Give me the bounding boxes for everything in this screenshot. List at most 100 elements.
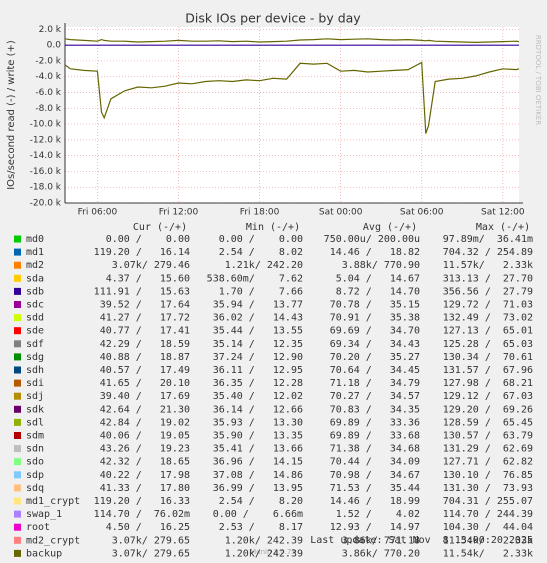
legend-value: 127.71 / 62.82	[443, 457, 533, 468]
legend-value: 40.57 / 17.49	[100, 365, 190, 376]
legend-value: 2.54 / 8.20	[219, 496, 303, 507]
legend-value: 125.28 / 65.03	[443, 339, 533, 350]
legend-value: 70.91 / 35.38	[330, 313, 420, 324]
legend-value: 4.50 / 16.25	[106, 522, 190, 533]
legend-value: 40.22 / 17.98	[100, 470, 190, 481]
legend-value: 1.21k/ 242.20	[225, 260, 303, 271]
legend-value: 14.46 / 18.82	[330, 247, 420, 258]
legend-value: 70.78 / 35.15	[330, 300, 420, 311]
legend-swatch	[14, 510, 21, 518]
footer: Last update: Sat Nov 8 13:00:20 2025	[310, 535, 533, 546]
y-axis-label: IOs/second read (-) / write (+)	[6, 40, 17, 190]
legend-value: 2.54 / 8.02	[219, 247, 303, 258]
legend-value: 35.93 / 13.30	[213, 417, 303, 428]
legend-value: 704.31 / 255.07	[443, 496, 533, 507]
legend-swatch	[14, 327, 21, 335]
legend-value: 35.94 / 13.77	[213, 300, 303, 311]
legend-value: 111.91 / 15.63	[94, 286, 190, 297]
legend-value: 40.06 / 19.05	[100, 431, 190, 442]
legend-value: 42.64 / 21.30	[100, 404, 190, 415]
watermark: RRDTOOL / TOBI OETIKER	[534, 35, 542, 125]
y-tick-label: -2.0 k	[35, 56, 61, 66]
legend-value: 43.26 / 19.23	[100, 444, 190, 455]
legend-swatch	[14, 405, 21, 413]
legend-name: sdp	[26, 470, 44, 481]
legend-swatch	[14, 418, 21, 426]
legend-swatch	[14, 484, 21, 492]
legend-name: md0	[26, 234, 44, 245]
legend-swatch	[14, 274, 21, 282]
y-tick-label: 2.0 k	[39, 25, 62, 35]
legend-value: 69.89 / 33.68	[330, 431, 420, 442]
legend-value: 36.14 / 12.66	[213, 404, 303, 415]
legend-swatch	[14, 445, 21, 453]
legend-value: 750.00u/ 200.00u	[324, 234, 420, 245]
legend-value: 39.52 / 17.64	[100, 300, 190, 311]
legend-value: 35.41 / 13.66	[213, 444, 303, 455]
legend-swatch	[14, 314, 21, 322]
legend-name: sdf	[26, 339, 44, 350]
legend-value: 70.44 / 34.09	[330, 457, 420, 468]
legend-value: 538.60m/ 7.62	[207, 273, 303, 284]
legend-value: 69.69 / 34.70	[330, 326, 420, 337]
plot-area	[65, 27, 519, 203]
legend-value: 130.10 / 76.85	[443, 470, 533, 481]
legend-value: 35.90 / 13.35	[213, 431, 303, 442]
legend-header: Max (-/+)	[476, 222, 530, 233]
legend-value: 41.33 / 17.80	[100, 483, 190, 494]
legend-name: sdj	[26, 391, 44, 402]
legend-value: 70.27 / 34.57	[330, 391, 420, 402]
legend-value: 119.20 / 16.33	[94, 496, 190, 507]
legend-name: sdn	[26, 444, 44, 455]
y-tick-label: -16.0 k	[30, 167, 62, 177]
legend-value: 2.53 / 8.17	[219, 522, 303, 533]
legend-value: 356.56 / 27.79	[443, 286, 533, 297]
legend-value: 70.98 / 34.67	[330, 470, 420, 481]
x-tick-label: Fri 18:00	[240, 208, 280, 218]
legend-value: 11.57k/ 2.33k	[443, 260, 533, 271]
legend-value: 3.07k/ 279.46	[112, 260, 190, 271]
legend-value: 104.30 / 44.04	[443, 522, 533, 533]
legend-name: md2_crypt	[26, 535, 80, 546]
legend-value: 36.02 / 14.43	[213, 313, 303, 324]
legend-value: 69.89 / 33.36	[330, 417, 420, 428]
legend-value: 36.35 / 12.28	[213, 378, 303, 389]
legend-value: 0.00 / 6.66m	[213, 509, 303, 520]
legend-header: Min (-/+)	[246, 222, 300, 233]
x-tick-label: Sat 00:00	[319, 208, 363, 218]
y-tick-label: -14.0 k	[30, 151, 62, 161]
legend-value: 5.04 / 14.67	[336, 273, 420, 284]
x-tick-label: Sat 06:00	[400, 208, 444, 218]
legend-name: sdq	[26, 483, 44, 494]
legend-name: sdi	[26, 378, 44, 389]
legend-value: 42.29 / 18.59	[100, 339, 190, 350]
legend-value: 71.38 / 34.68	[330, 444, 420, 455]
legend-swatch	[14, 458, 21, 466]
legend-name: sdh	[26, 365, 44, 376]
legend-value: 11.54k/ 2.33k	[443, 535, 533, 546]
legend-value: 1.70 / 7.66	[219, 286, 303, 297]
legend-value: 70.20 / 35.27	[330, 352, 420, 363]
legend-value: 8.72 / 14.70	[336, 286, 420, 297]
legend-name: md1	[26, 247, 44, 258]
legend-value: 70.64 / 34.45	[330, 365, 420, 376]
legend-swatch	[14, 235, 21, 243]
legend-value: 36.11 / 12.95	[213, 365, 303, 376]
legend-value: 1.52 / 4.02	[336, 509, 420, 520]
legend-name: sdo	[26, 457, 44, 468]
legend-value: 127.98 / 68.21	[443, 378, 533, 389]
legend-value: 40.88 / 18.87	[100, 352, 190, 363]
legend-value: 36.96 / 14.15	[213, 457, 303, 468]
legend-value: 37.08 / 14.86	[213, 470, 303, 481]
legend-value: 37.24 / 12.90	[213, 352, 303, 363]
legend-value: 0.00 / 0.00	[106, 234, 190, 245]
legend-name: sda	[26, 273, 44, 284]
legend-name: backup	[26, 548, 62, 559]
legend-value: 3.86k/ 771.18	[342, 535, 420, 546]
legend-value: 114.70 / 76.02m	[94, 509, 190, 520]
y-tick-label: -10.0 k	[30, 120, 62, 130]
legend-value: 42.84 / 19.02	[100, 417, 190, 428]
legend-value: 132.49 / 73.02	[443, 313, 533, 324]
legend-swatch	[14, 471, 21, 479]
legend-value: 39.40 / 17.69	[100, 391, 190, 402]
